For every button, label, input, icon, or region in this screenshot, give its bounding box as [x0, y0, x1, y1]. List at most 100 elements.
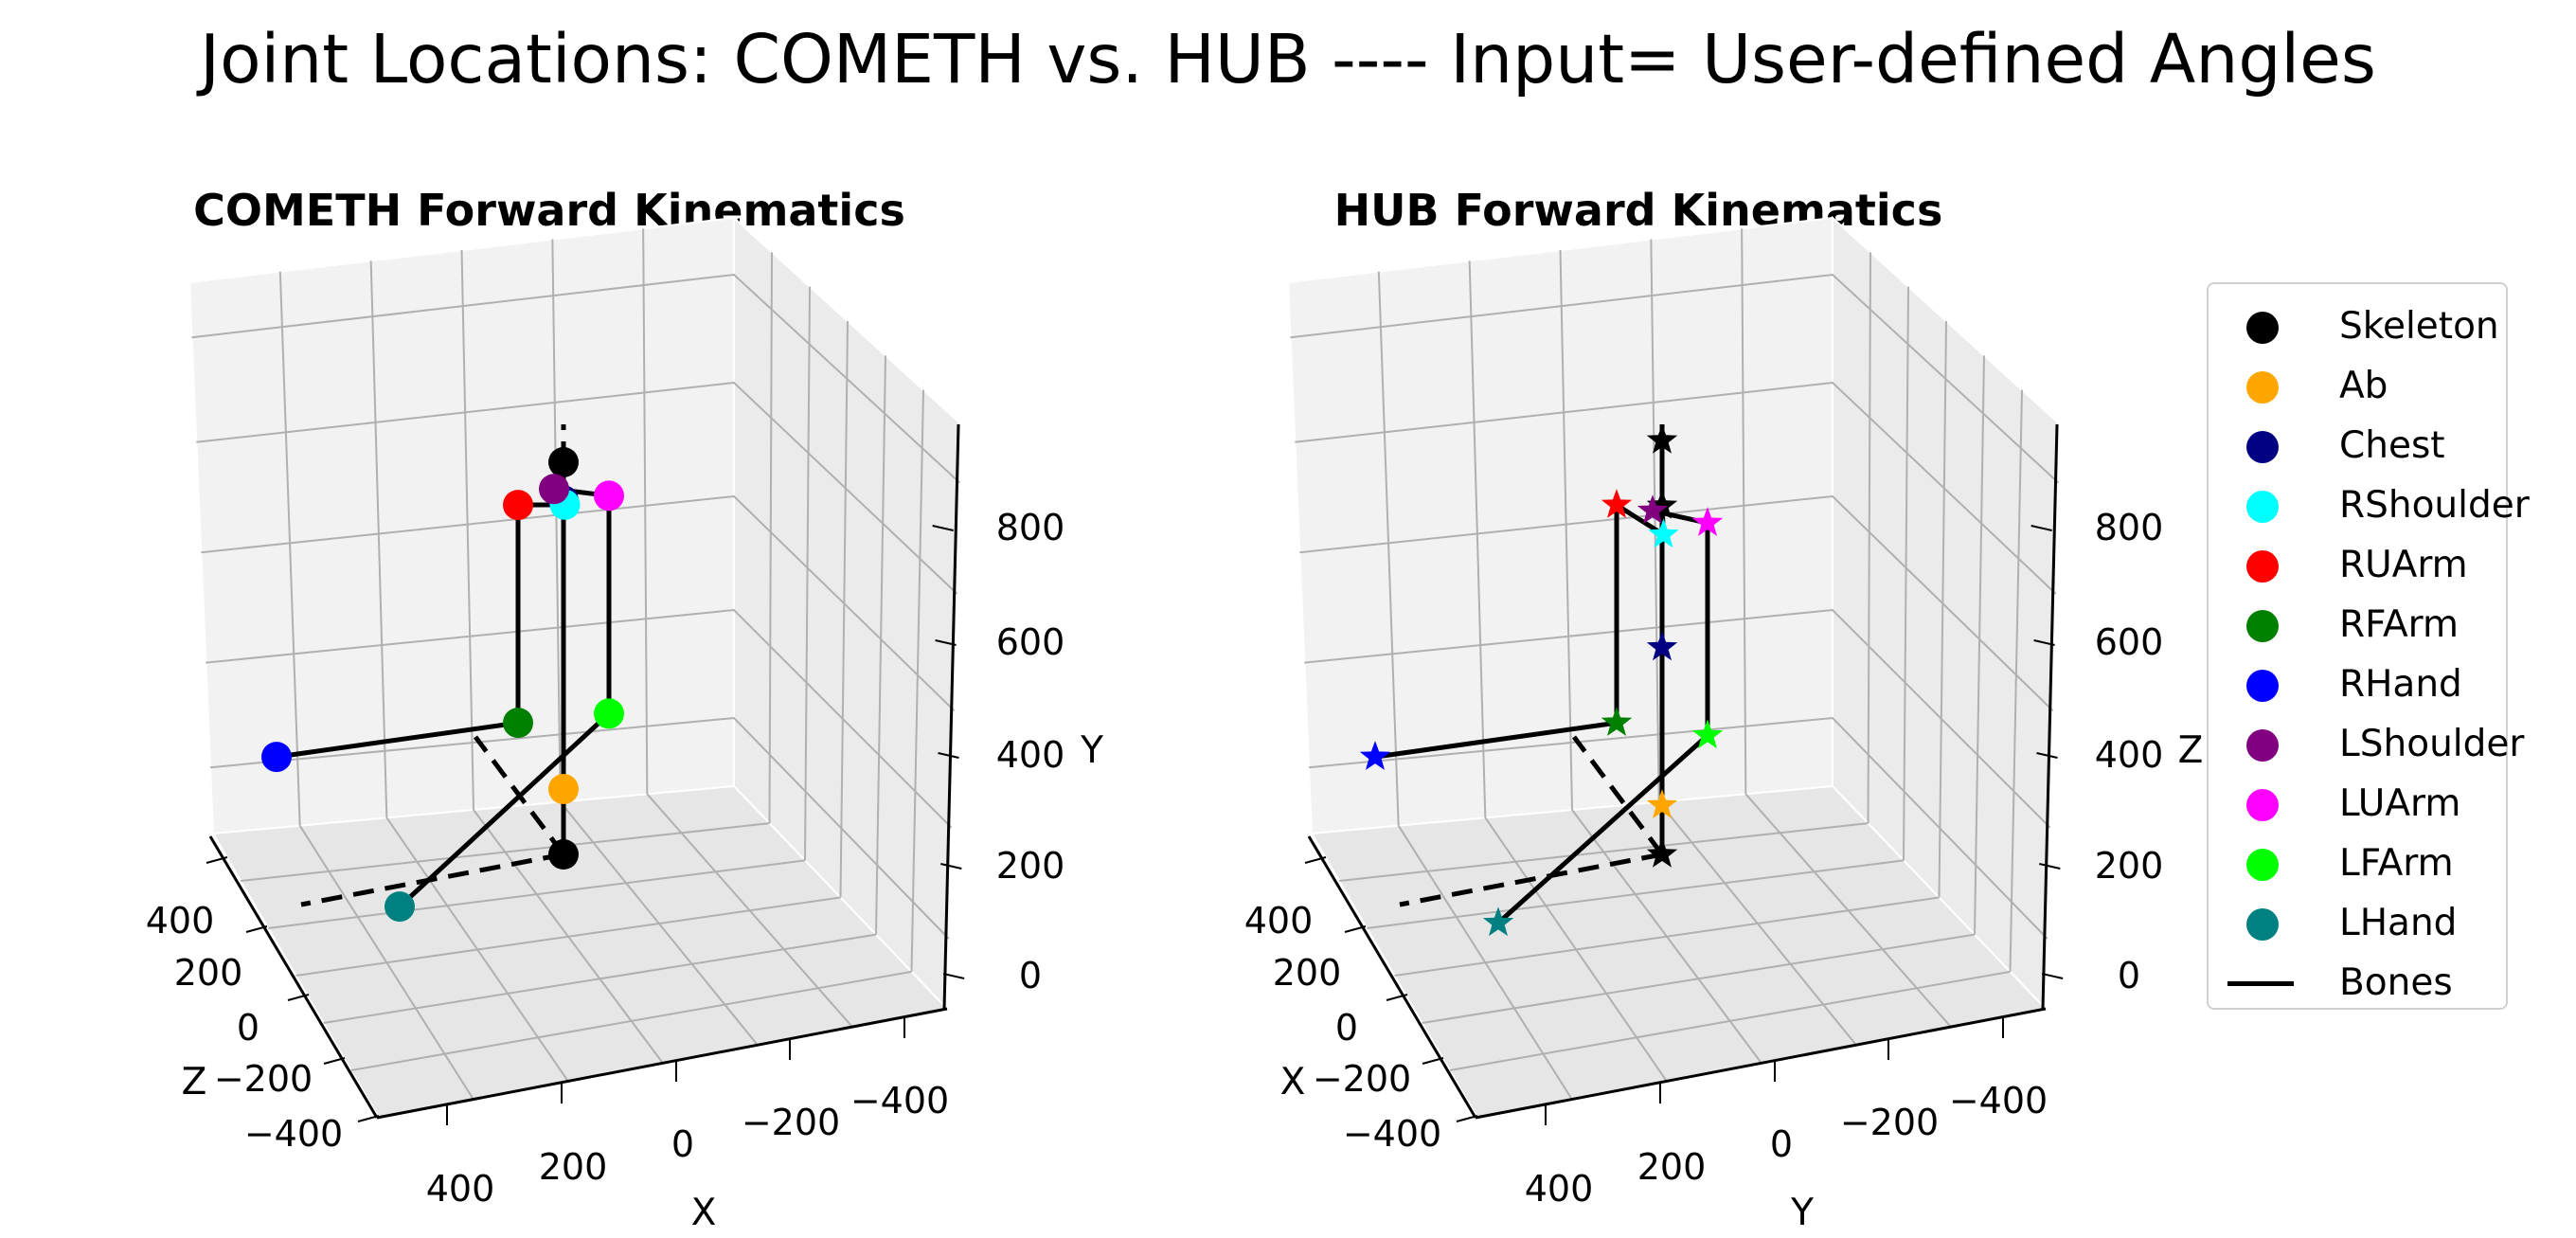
horizontal-tick-label: −200 — [1840, 1102, 1939, 1143]
tick-mark — [1344, 925, 1367, 933]
vertical-axis-label: Y — [1080, 729, 1103, 772]
joint-ruarm — [1601, 489, 1633, 518]
vertical-tick-label: 600 — [2095, 621, 2164, 663]
tick-mark — [2039, 863, 2061, 870]
depth-tick-label: 400 — [146, 900, 215, 942]
joint-lfarm — [1691, 719, 1724, 749]
grid-line — [1741, 228, 1747, 795]
legend-marker-swatch — [2246, 312, 2279, 344]
joint-rshoulder — [1648, 518, 1679, 548]
legend-marker-swatch — [2246, 550, 2279, 583]
legend-label: RUArm — [2339, 544, 2468, 586]
vertical-axis-label: Z — [2178, 729, 2204, 772]
legend-line-swatch — [2227, 981, 2294, 986]
depth-axis-label: Z — [182, 1061, 207, 1103]
legend-label: LHand — [2339, 902, 2458, 944]
grid-line — [839, 320, 849, 898]
joint-rfarm — [503, 708, 533, 739]
legend-marker-swatch — [2246, 371, 2279, 404]
grid-line — [642, 228, 649, 795]
legend: Skeleton Ab Chest RShoulder RUArm RFArm RHand L… — [2207, 282, 2530, 1010]
joint-lshoulder — [1637, 494, 1669, 524]
joint-rhand — [261, 742, 292, 773]
subplot-title: COMETH Forward Kinematics — [193, 185, 905, 236]
x-axis-line — [376, 1007, 948, 1120]
grid-line — [1468, 260, 1487, 818]
legend-marker-swatch — [2246, 849, 2279, 881]
horizontal-tick-label: 200 — [1637, 1146, 1707, 1188]
depth-tick-label: 0 — [1335, 1007, 1358, 1049]
joint-luarm — [594, 480, 624, 511]
tick-mark — [932, 525, 954, 531]
legend-label: RShoulder — [2339, 484, 2530, 527]
tick-mark — [1386, 994, 1408, 1001]
subplot-title: HUB Forward Kinematics — [1334, 185, 1943, 236]
joint-chest — [1646, 631, 1678, 661]
legend-item-ruarm: RUArm — [2209, 536, 2506, 596]
legend-marker-swatch — [2246, 670, 2279, 702]
joint-luarm — [1691, 507, 1724, 536]
depth-tick-label: 400 — [1244, 900, 1314, 942]
grid-line — [875, 355, 886, 935]
dashed-ref-line — [1572, 735, 1664, 856]
legend-label: RFArm — [2339, 603, 2459, 646]
legend-label: RHand — [2339, 663, 2462, 706]
legend-marker-swatch — [2246, 610, 2279, 642]
grid-line — [1650, 239, 1660, 802]
joint-lfarm — [594, 698, 624, 729]
grid-line — [278, 271, 301, 826]
vertical-axis-line — [942, 423, 960, 1010]
horizontal-tick-label: 400 — [426, 1168, 495, 1210]
horizontal-tick-label: −400 — [850, 1080, 949, 1121]
grid-line — [1449, 970, 2011, 1071]
grid-line — [1903, 286, 1909, 861]
depth-tick-label: −400 — [244, 1113, 343, 1155]
vertical-tick-label: 0 — [2118, 955, 2140, 996]
depth-tick-label: 0 — [237, 1007, 259, 1049]
joint-skeleton — [548, 839, 579, 870]
horizontal-tick-label: −400 — [1949, 1080, 2048, 1121]
grid-line — [804, 286, 811, 861]
legend-marker-swatch — [2246, 908, 2279, 941]
tick-mark — [1304, 856, 1327, 864]
depth-tick-label: −400 — [1343, 1113, 1441, 1155]
horizontal-tick-label: 0 — [1770, 1123, 1793, 1165]
grid-line — [1867, 252, 1871, 824]
joint-lhand — [1482, 906, 1514, 937]
vertical-tick-label: 800 — [996, 507, 1065, 548]
legend-marker-swatch — [2246, 789, 2279, 821]
tick-mark — [206, 856, 228, 864]
legend-item-lhand: LHand — [2209, 894, 2506, 954]
tick-mark — [2030, 525, 2052, 531]
vertical-tick-label: 400 — [2095, 734, 2164, 776]
tick-mark — [323, 1057, 346, 1065]
tick-mark — [2041, 973, 2064, 979]
joint-ab — [1646, 789, 1678, 818]
tick-mark — [1422, 1057, 1444, 1065]
tick-mark — [940, 863, 962, 870]
joint-rfarm — [1601, 707, 1633, 736]
tick-mark — [357, 1115, 380, 1122]
tick-mark — [2036, 752, 2058, 759]
grid-line — [1377, 271, 1400, 826]
joint-lhand — [385, 891, 415, 923]
bone — [1374, 720, 1618, 760]
dashed-ref-line — [1399, 852, 1663, 907]
joint-skeleton — [548, 447, 579, 477]
tick-mark — [935, 639, 957, 646]
horizontal-tick-label: 200 — [539, 1146, 608, 1188]
legend-item-lfarm: LFArm — [2209, 834, 2506, 894]
joint-lshoulder — [539, 474, 569, 505]
vertical-axis-line — [2041, 423, 2059, 1010]
legend-label: Skeleton — [2339, 305, 2499, 348]
figure-title: Joint Locations: COMETH vs. HUB ---- Inp… — [200, 20, 2376, 99]
legend-item-lshoulder: LShoulder — [2209, 715, 2524, 775]
legend-item-rshoulder: RShoulder — [2209, 476, 2530, 536]
joint-ruarm — [503, 490, 533, 521]
bone — [276, 720, 519, 760]
vertical-tick-label: 400 — [996, 734, 1065, 776]
legend-label: LFArm — [2339, 842, 2454, 885]
legend-item-rhand: RHand — [2209, 655, 2506, 715]
legend-item-chest: Chest — [2209, 417, 2506, 476]
